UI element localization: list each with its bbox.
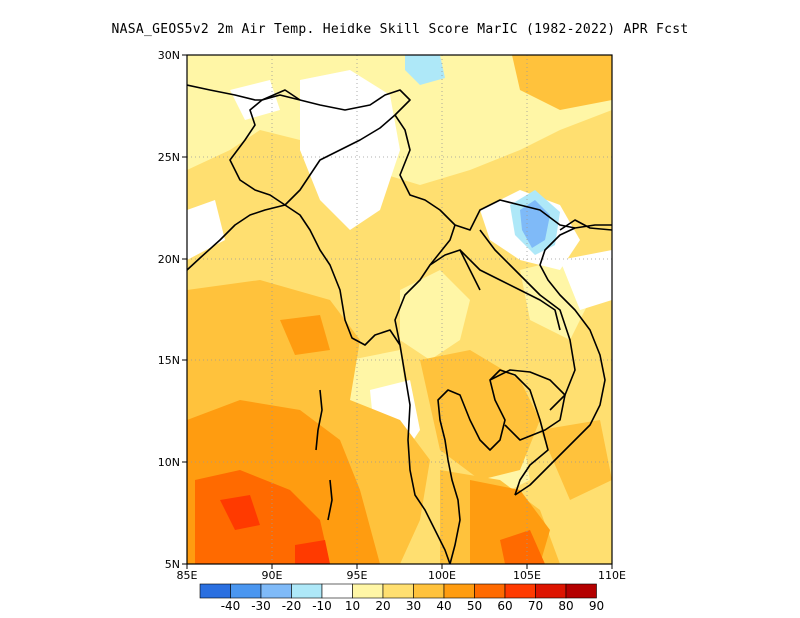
skill-band-neutral — [560, 250, 612, 310]
border-cambodia — [489, 369, 566, 441]
lat-tick-label: 10N — [158, 456, 180, 469]
border-laos-vietnam — [479, 229, 576, 411]
skill-band-60-70 — [220, 495, 260, 530]
colorbar-label: 10 — [345, 599, 360, 613]
colorbar: -40 -30 -20 -10 10 20 30 40 50 60 70 80 90 — [199, 583, 604, 613]
lat-tick-label: 15N — [158, 354, 180, 367]
coastline-vietnam — [514, 224, 612, 496]
plot-frame — [186, 54, 613, 565]
skill-band-50-60 — [195, 470, 330, 564]
colorbar-swatch — [474, 583, 506, 599]
colorbar-label: -10 — [312, 599, 332, 613]
skill-band-neutral — [300, 70, 400, 230]
colorbar-swatch — [199, 583, 231, 599]
colorbar-label: 20 — [375, 599, 390, 613]
colorbar-swatch — [504, 583, 536, 599]
colorbar-label: 60 — [497, 599, 512, 613]
skill-band-negative-10 — [405, 55, 445, 85]
colorbar-label: 50 — [467, 599, 482, 613]
colorbar-swatch — [321, 583, 353, 599]
colorbar-swatch — [443, 583, 475, 599]
colorbar-label: -30 — [251, 599, 271, 613]
skill-band-60-70 — [295, 540, 330, 564]
colorbar-label: 70 — [528, 599, 543, 613]
skill-band-30-40 — [540, 420, 612, 500]
colorbar-swatch — [291, 583, 323, 599]
andaman-islands — [315, 389, 333, 521]
lon-tick-label: 90E — [262, 569, 283, 582]
lat-tick-label: 30N — [158, 49, 180, 62]
colorbar-label: 40 — [436, 599, 451, 613]
colorbar-label: -40 — [221, 599, 241, 613]
lon-tick-label: 110E — [598, 569, 626, 582]
skill-band-30-40 — [420, 350, 540, 480]
colorbar-swatch — [413, 583, 445, 599]
lon-tick-label: 105E — [513, 569, 541, 582]
skill-band-40-50 — [280, 315, 330, 355]
coastline-gulf-of-thailand — [437, 369, 549, 564]
lon-tick-label: 100E — [428, 569, 456, 582]
grid-lines — [187, 55, 612, 564]
skill-band-50-60 — [500, 530, 545, 564]
skill-band-10-20 — [400, 270, 470, 360]
border-nepal-bhutan — [187, 84, 301, 101]
lat-tick-label: 20N — [158, 253, 180, 266]
lon-tick-label: 95E — [347, 569, 368, 582]
shaded-field — [187, 55, 612, 564]
colorbar-label: 30 — [406, 599, 421, 613]
colorbar-label: 80 — [558, 599, 573, 613]
tick-marks — [182, 54, 613, 569]
skill-band-10-20 — [187, 55, 612, 185]
lat-tick-label: 5N — [165, 558, 180, 571]
skill-band-30-40 — [512, 55, 612, 110]
colorbar-swatch — [535, 583, 567, 599]
lon-axis-labels: 85E 90E 95E 100E 105E 110E — [177, 569, 626, 582]
colorbar-swatch — [352, 583, 384, 599]
coastline-bay-of-bengal — [187, 204, 451, 564]
lon-tick-label: 85E — [177, 569, 198, 582]
coastlines-and-borders — [187, 84, 612, 564]
colorbar-swatch — [260, 583, 292, 599]
map-title: NASA_GEOS5v2 2m Air Temp. Heidke Skill S… — [111, 22, 689, 37]
lat-tick-label: 25N — [158, 151, 180, 164]
colorbar-swatch — [382, 583, 414, 599]
china-coast — [559, 219, 612, 231]
lat-axis-labels: 5N 10N 15N 20N 25N 30N — [158, 49, 180, 571]
border-india-myanmar — [229, 89, 411, 206]
border-thailand-laos — [429, 224, 561, 331]
colorbar-swatch — [565, 583, 597, 599]
colorbar-swatch — [230, 583, 262, 599]
colorbar-label: 90 — [589, 599, 604, 613]
colorbar-label: -20 — [282, 599, 302, 613]
